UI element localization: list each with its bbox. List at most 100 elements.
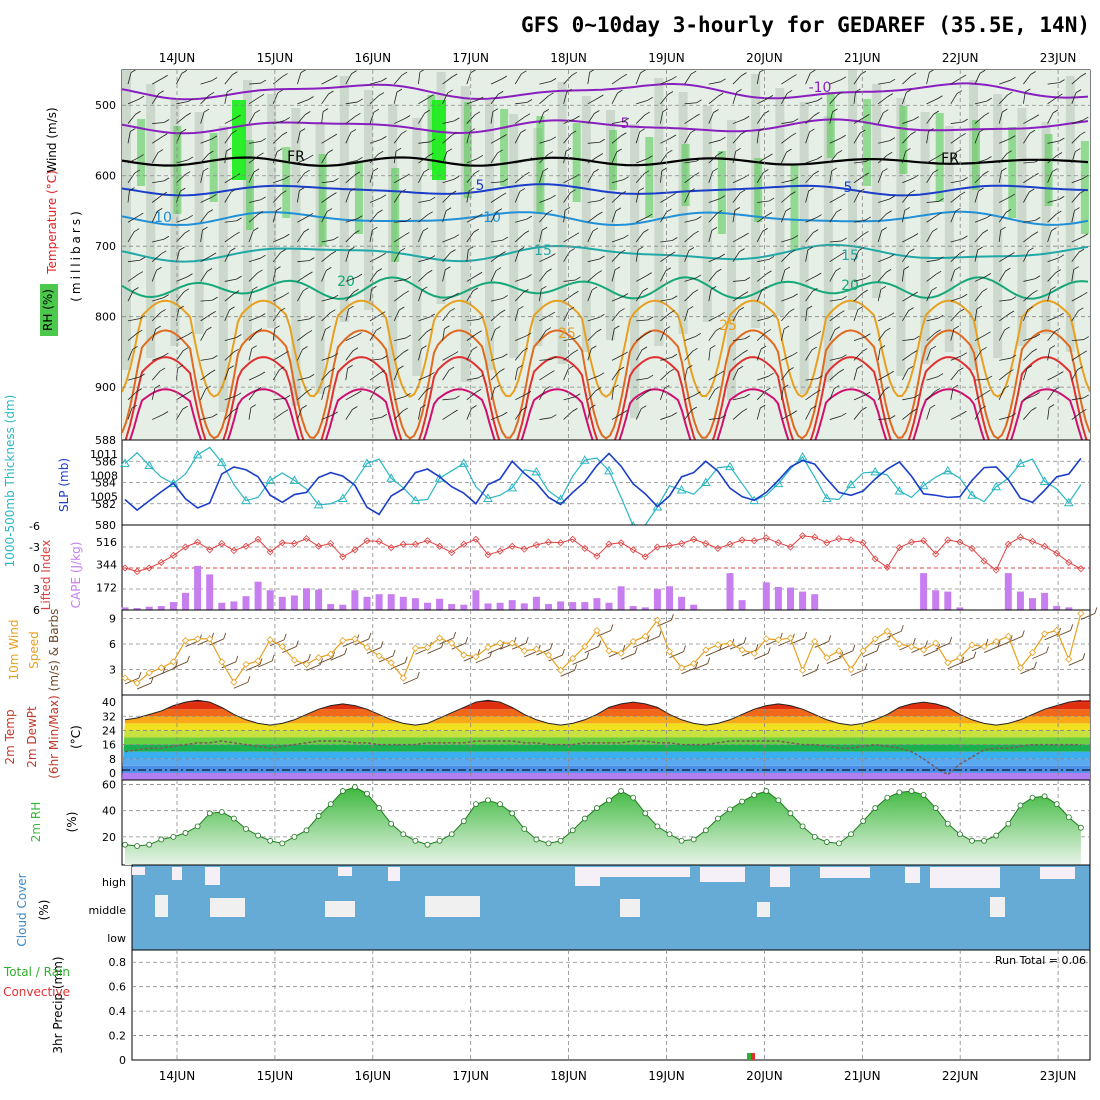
wind-barb: [878, 418, 891, 420]
wind-barb-flag: [1001, 167, 1007, 172]
wind-barb: [635, 392, 647, 401]
wind-barb-flag: [276, 207, 282, 211]
wind-barb-flag: [573, 232, 580, 237]
wind-barb-10m-flag: [864, 663, 868, 670]
wind-barb-10m-flag: [344, 648, 348, 655]
wind-barb-flag: [765, 329, 772, 333]
wind-barb-flag: [1054, 386, 1060, 391]
wind-barb-flag: [599, 138, 605, 143]
wind-marker: [1053, 626, 1061, 634]
wind-barb-flag: [743, 232, 749, 237]
wind-barb-flag: [502, 178, 509, 183]
wind-barb-flag: [667, 91, 674, 95]
wind-barb: [805, 173, 815, 184]
cape-bar: [169, 602, 177, 610]
wind-barb-flag: [524, 171, 530, 176]
rh-marker: [497, 801, 504, 808]
wind-barb: [829, 153, 838, 164]
wind-barb-flag: [308, 374, 315, 378]
wind-barb: [877, 154, 888, 164]
rh-gray-column: [533, 128, 543, 346]
wind-barb-flag: [501, 134, 507, 138]
li-marker: [811, 533, 819, 541]
cape-bar: [387, 594, 395, 610]
wind-barb-flag: [549, 311, 556, 316]
rh-marker: [134, 843, 141, 849]
wind-barb-flag: [404, 115, 411, 119]
cape-bar: [230, 601, 238, 610]
wind-barb: [466, 249, 469, 262]
wind-barb: [272, 328, 276, 341]
thickness-marker: [289, 475, 300, 484]
wind-barb: [127, 190, 130, 203]
contour-label: 15: [534, 243, 552, 259]
wind-barb-flag: [347, 364, 353, 369]
wind-barb-flag: [596, 328, 602, 333]
wind-barb-flag: [550, 194, 556, 199]
wind-barb: [878, 257, 890, 263]
wind-barb: [466, 216, 478, 223]
wind-barb: [1047, 230, 1052, 243]
wind-barb: [224, 176, 236, 184]
rh-green-column: [246, 140, 254, 230]
wind-barb-10m-flag: [150, 676, 154, 684]
wind-barb: [393, 74, 403, 85]
wind-barb-flag: [454, 395, 460, 400]
wind-barb: [926, 201, 939, 203]
rh-marker: [122, 841, 128, 848]
wind-barb: [708, 289, 712, 302]
wind-barb: [272, 210, 277, 223]
wind-barb-flag: [284, 233, 290, 238]
wind-barb: [660, 270, 667, 282]
cape-tick-label: 516: [96, 536, 117, 549]
cape-bar: [315, 589, 323, 610]
rh-green-column: [137, 119, 146, 186]
rh-gray-column: [460, 86, 470, 382]
wind-barb-flag: [591, 286, 598, 291]
wind-barb: [805, 349, 813, 361]
wind-barb: [321, 195, 332, 203]
wind-barb-flag: [806, 305, 813, 310]
wind-barb-flag: [260, 138, 267, 142]
wind-barb-10m-flag: [392, 649, 396, 657]
wind-barb-flag: [743, 174, 750, 179]
cape-bar: [666, 586, 673, 610]
wind-barb: [757, 259, 770, 263]
wind-barb: [418, 258, 431, 263]
wind-barb-flag: [767, 153, 773, 158]
wind-label-3: (m/s) & Barbs: [47, 609, 61, 692]
wind-barb-flag: [163, 294, 169, 298]
wind-barb-flag: [476, 271, 483, 276]
wind-barb: [877, 96, 889, 105]
wind-barb: [321, 111, 324, 124]
wind-barb-flag: [1010, 354, 1017, 359]
wind-barb-flag: [670, 251, 676, 256]
wind-barb-flag: [979, 128, 985, 133]
li-tick-label: 3: [33, 583, 40, 596]
wind-tick-label: 9: [109, 613, 116, 626]
wind-barb-flag: [962, 235, 968, 240]
wind-barb-flag: [790, 191, 796, 195]
wind-barb: [345, 335, 357, 341]
wind-barb: [732, 338, 745, 342]
wind-barb: [853, 309, 859, 322]
rh-marker: [351, 784, 358, 791]
rh2m-unit: (%): [65, 812, 79, 833]
temp-band: [122, 737, 1090, 745]
wind-barb: [805, 217, 817, 223]
wind-barb-flag: [302, 346, 308, 350]
wind-barb-flag: [598, 94, 604, 99]
wind-barb: [1047, 171, 1053, 183]
wind-barb: [297, 408, 303, 420]
wind-barb: [393, 192, 402, 203]
wind-barb: [151, 312, 161, 322]
rh-gray-column: [1065, 76, 1075, 352]
wind-marker: [835, 647, 843, 655]
wind-barb-flag: [1027, 306, 1033, 311]
wind-barb: [490, 211, 498, 223]
wind-barb-10m: [354, 638, 370, 646]
wind-barb-flag: [1055, 269, 1061, 273]
date-label-bottom: 14JUN: [159, 1069, 196, 1083]
wind-marker: [133, 679, 141, 687]
wind-barb: [345, 218, 358, 223]
